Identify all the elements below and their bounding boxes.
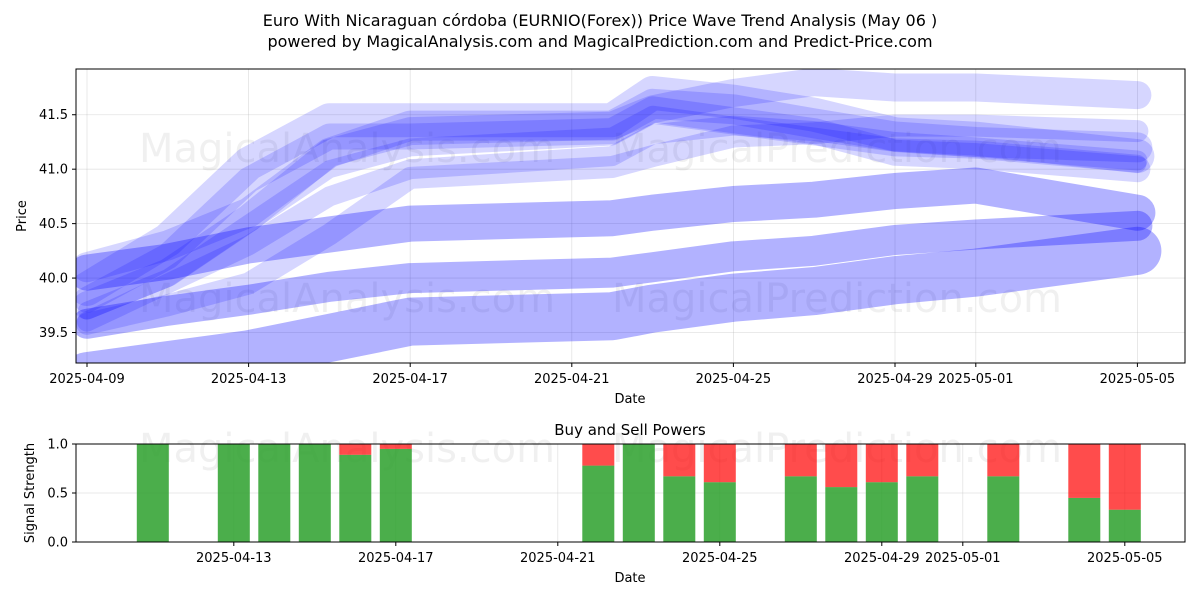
price-wave-line [76,226,1162,363]
buy-sell-x-tick-label: 2025-05-01 [925,551,1001,566]
price-x-tick-label: 2025-04-21 [534,372,610,387]
price-wave-line [78,105,1147,320]
price-wave-series [76,69,1162,363]
price-y-tick-label: 39.5 [39,326,68,341]
watermark-analysis: MagicalAnalysis.com [139,126,555,172]
price-x-tick-label: 2025-04-29 [857,372,933,387]
buy-power-bar [339,454,372,542]
price-x-ticks: 2025-04-09 2025-04-13 2025-04-17 2025-04-21… [49,363,1175,387]
chart-title-line1: Euro With Nicaraguan córdoba (EURNIO(For… [263,11,937,30]
price-wave-line [76,88,1153,283]
sell-power-bar [906,444,939,477]
buy-power-bar [906,476,939,542]
buy-power-bar [703,482,736,542]
watermark-analysis: MagicalAnalysis.com [139,276,555,322]
buy-sell-x-ticks: 2025-04-13 2025-04-17 2025-04-21 2025-04-25… [196,542,1163,566]
price-y-tick-label: 41.0 [39,163,68,178]
price-x-tick-label: 2025-04-17 [372,372,448,387]
buy-sell-x-axis-label: Date [614,571,645,586]
sell-power-bar [784,444,817,477]
buy-power-bar [987,476,1020,542]
buy-power-bar [217,444,250,542]
buy-power-bar [136,444,169,542]
price-x-axis-label: Date [614,392,645,407]
price-x-tick-label: 2025-04-25 [696,372,772,387]
buy-sell-title: Buy and Sell Powers [554,421,706,439]
buy-power-bar [298,444,331,542]
price-wave-line [76,69,1152,320]
buy-power-bar [582,465,615,542]
buy-power-bar [379,448,412,542]
price-y-tick-label: 40.5 [39,217,68,232]
sell-power-bar [825,444,858,488]
sell-power-bar [1068,444,1101,498]
buy-sell-y-ticks: 0.0 0.5 1.0 [47,438,76,551]
buy-sell-x-tick-label: 2025-04-13 [196,551,272,566]
sell-power-bar [582,444,615,466]
sell-power-bar [987,444,1020,477]
buy-sell-y-axis-label: Signal Strength [23,443,38,543]
price-x-tick-label: 2025-05-01 [938,372,1014,387]
price-wave-line [76,167,1156,291]
buy-sell-x-tick-label: 2025-04-29 [844,551,920,566]
buy-power-bar [663,476,696,542]
buy-power-bar [622,444,655,542]
price-y-axis-label: Price [15,200,30,232]
sell-power-bar [865,444,898,483]
price-wave-line [76,76,1155,306]
buy-power-bar [784,476,817,542]
price-x-tick-label: 2025-04-13 [211,372,287,387]
price-x-tick-label: 2025-05-05 [1100,372,1176,387]
buy-power-bar [1108,509,1141,542]
price-wave-line [76,114,1149,335]
price-wave-line [77,115,1148,332]
buy-power-bar [1068,497,1101,542]
price-x-tick-label: 2025-04-09 [49,372,125,387]
price-wave-line [76,210,1153,339]
sell-power-bar [663,444,696,477]
sell-power-bar [1108,444,1141,510]
price-grid [76,69,1185,363]
sell-power-bar [703,444,736,483]
watermark-prediction: MagicalPrediction.com [612,276,1062,322]
price-y-ticks: 39.5 40.0 40.5 41.0 41.5 [39,108,76,341]
price-y-tick-label: 40.0 [39,272,68,287]
watermark-prediction: MagicalPrediction.com [612,126,1062,172]
buy-sell-x-tick-label: 2025-04-25 [682,551,758,566]
buy-power-bar [258,444,291,542]
price-wave-plot: MagicalAnalysis.com MagicalPrediction.co… [15,68,1186,407]
buy-sell-y-tick-label: 0.5 [47,487,68,502]
buy-sell-y-tick-label: 0.0 [47,536,68,551]
price-y-tick-label: 41.5 [39,108,68,123]
buy-sell-plot: Buy and Sell Powers MagicalAnalysis.com … [23,421,1186,586]
price-watermarks: MagicalAnalysis.com MagicalPrediction.co… [139,126,1062,322]
buy-power-bar [825,487,858,542]
buy-sell-x-tick-label: 2025-05-05 [1087,551,1163,566]
buy-sell-x-tick-label: 2025-04-21 [520,551,596,566]
buy-sell-bars [136,444,1141,542]
buy-sell-x-tick-label: 2025-04-17 [358,551,434,566]
chart-title-line2: powered by MagicalAnalysis.com and Magic… [267,32,932,51]
price-plot-frame [75,68,1186,364]
price-wave-line [76,96,1151,313]
sell-power-bar [379,444,412,449]
sell-power-bar [339,444,372,455]
buy-sell-y-tick-label: 1.0 [47,438,68,453]
buy-power-bar [865,482,898,542]
